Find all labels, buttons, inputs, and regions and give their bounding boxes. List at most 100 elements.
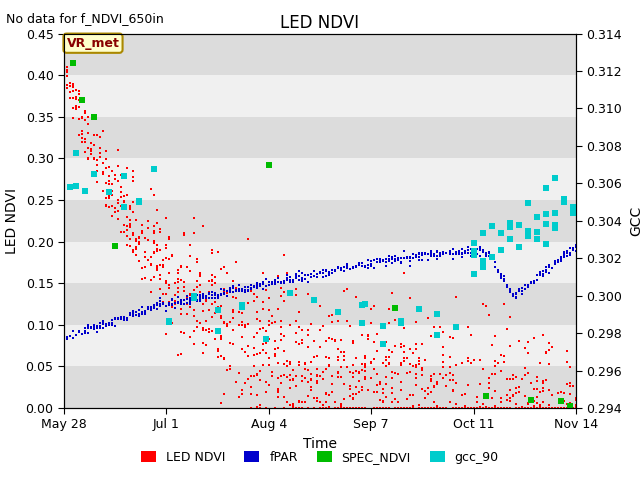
Point (186, 291, 196, 299)
Point (315, 404, 325, 412)
Point (420, 387, 431, 395)
Point (71, 102, 81, 110)
Point (134, 307, 145, 314)
Point (149, 238, 159, 245)
Point (375, 255, 385, 263)
Point (412, 318, 422, 325)
Point (336, 400, 346, 408)
Point (197, 222, 207, 230)
Point (95, 153, 105, 161)
Point (156, 225, 166, 232)
Point (345, 265, 355, 273)
Point (264, 307, 274, 314)
Point (523, 200, 533, 207)
Point (156, 276, 166, 283)
Point (511, 389, 521, 397)
Point (354, 261, 364, 269)
Point (282, 269, 292, 276)
Point (182, 300, 193, 308)
Point (351, 262, 361, 270)
Point (209, 273, 220, 281)
Point (504, 376, 515, 384)
Point (167, 295, 177, 302)
Point (107, 319, 117, 327)
Point (252, 392, 262, 399)
Point (547, 264, 557, 272)
Point (216, 334, 226, 341)
Point (212, 353, 223, 360)
Point (408, 250, 419, 257)
Point (179, 300, 189, 308)
Point (156, 300, 166, 308)
Point (116, 202, 126, 209)
Point (375, 380, 385, 388)
Point (264, 317, 274, 325)
Point (360, 300, 371, 308)
Point (255, 280, 265, 288)
Point (246, 284, 256, 292)
Point (167, 300, 177, 308)
Point (345, 404, 355, 412)
Point (285, 278, 295, 286)
Point (417, 251, 428, 259)
Point (345, 392, 355, 399)
Point (535, 404, 545, 412)
Point (98, 168, 108, 176)
Point (426, 333, 436, 340)
Point (544, 360, 554, 368)
Point (303, 343, 313, 350)
Point (59, 63, 69, 71)
Point (179, 300, 189, 308)
Point (294, 308, 304, 316)
X-axis label: Time: Time (303, 437, 337, 451)
Point (345, 392, 355, 399)
Point (456, 404, 467, 412)
Point (453, 404, 463, 412)
Point (520, 285, 530, 292)
Point (426, 404, 436, 412)
Point (444, 363, 454, 371)
Point (444, 398, 454, 406)
Point (260, 275, 271, 282)
Point (550, 404, 560, 412)
Point (399, 404, 410, 412)
Point (80, 138, 90, 146)
Point (399, 247, 410, 255)
Point (460, 402, 470, 410)
Point (451, 400, 461, 408)
Point (312, 353, 322, 360)
Point (161, 290, 172, 298)
Point (363, 331, 373, 339)
Point (218, 288, 228, 295)
Point (438, 351, 449, 359)
Point (562, 249, 572, 256)
Point (486, 371, 497, 378)
Point (149, 274, 159, 281)
Point (182, 299, 193, 307)
Point (523, 338, 533, 346)
Point (212, 293, 223, 301)
Point (98, 127, 108, 134)
Point (433, 404, 443, 412)
Point (225, 285, 235, 292)
Point (237, 285, 247, 293)
Point (188, 327, 198, 335)
Point (541, 185, 551, 192)
Point (195, 295, 205, 302)
Point (324, 334, 334, 341)
Point (291, 404, 301, 412)
Point (128, 208, 138, 216)
Point (375, 404, 385, 412)
Point (200, 297, 211, 304)
Point (234, 369, 244, 377)
Point (140, 274, 150, 282)
Point (237, 310, 247, 317)
Point (456, 404, 467, 412)
Point (158, 298, 168, 305)
Point (565, 244, 575, 252)
Point (269, 336, 280, 344)
Point (146, 253, 156, 261)
Point (423, 256, 433, 264)
Point (218, 290, 228, 298)
Point (559, 404, 569, 412)
